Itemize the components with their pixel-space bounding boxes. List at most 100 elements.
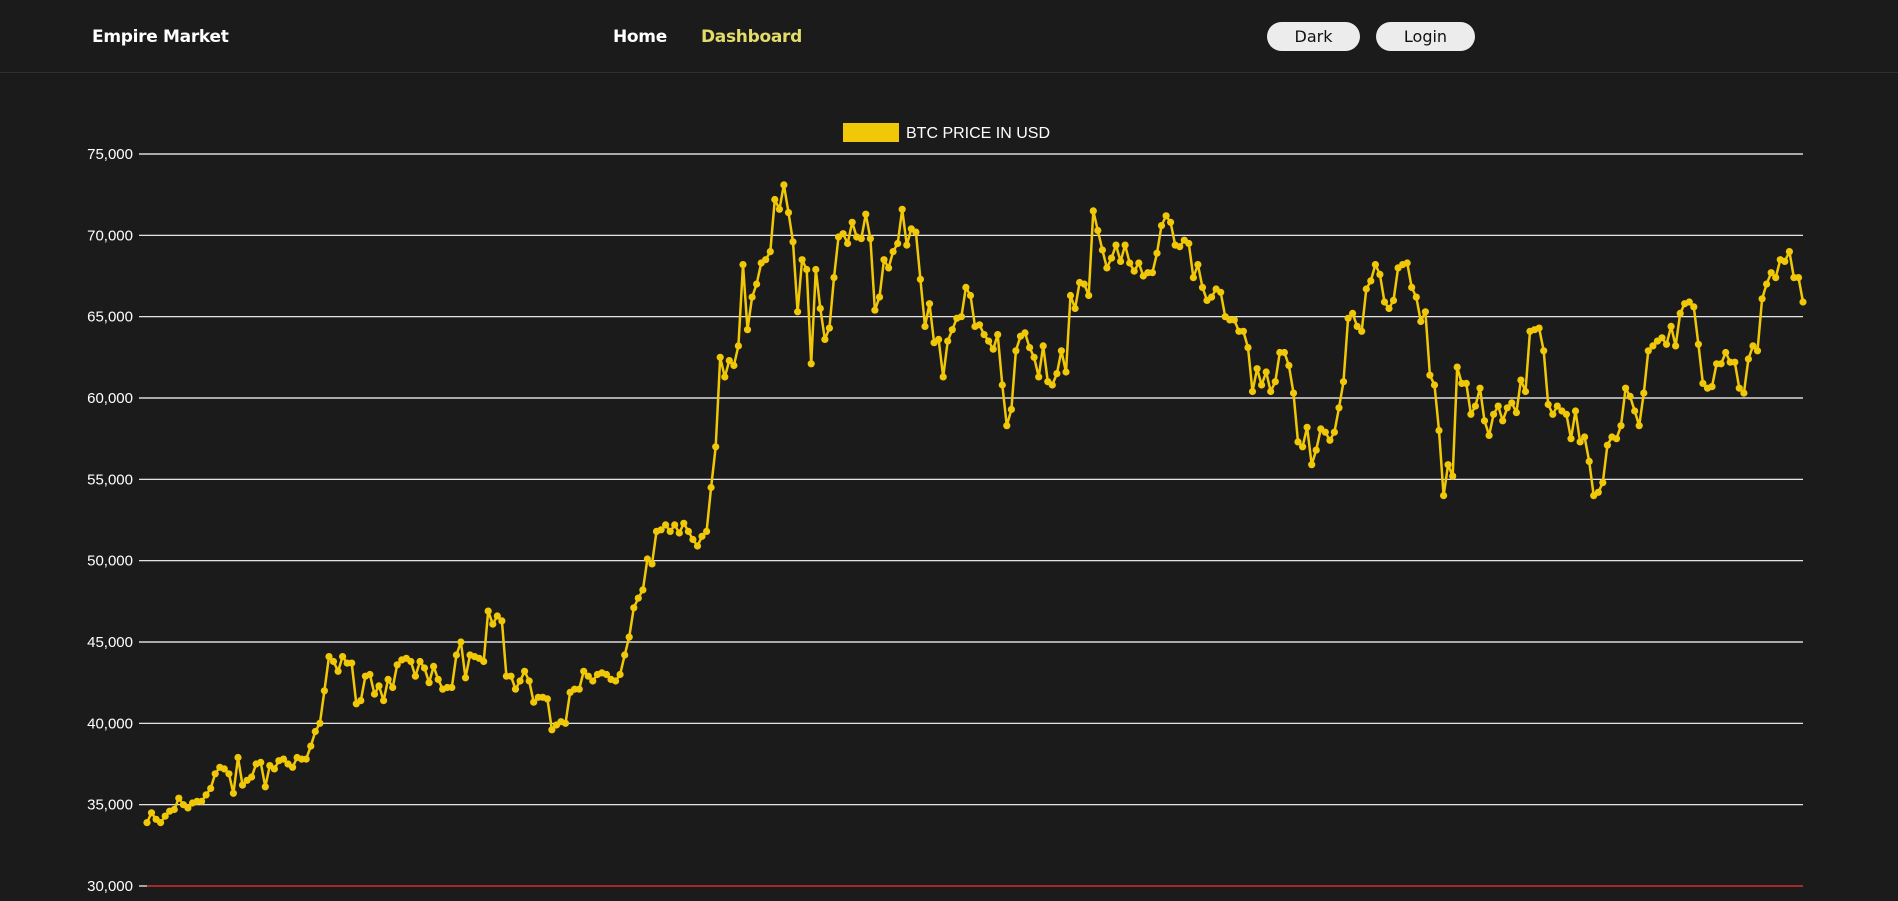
data-point[interactable] [844,239,852,248]
data-point[interactable] [916,275,925,283]
data-point[interactable] [425,679,433,687]
data-point[interactable] [484,607,492,615]
data-point[interactable] [1685,298,1693,306]
data-point[interactable] [1330,428,1338,436]
data-point[interactable] [1362,285,1370,293]
data-point[interactable] [175,794,183,802]
data-point[interactable] [543,695,552,703]
data-point[interactable] [1722,348,1730,357]
data-point[interactable] [1098,246,1106,254]
data-point[interactable] [1444,461,1452,469]
data-point[interactable] [1335,404,1343,412]
data-point[interactable] [1039,342,1047,350]
login-button[interactable]: Login [1376,22,1475,51]
data-point[interactable] [1130,267,1138,275]
data-point[interactable] [1217,288,1225,296]
data-point[interactable] [825,324,834,332]
data-point[interactable] [734,342,743,350]
data-point[interactable] [939,373,947,381]
data-point[interactable] [207,784,215,793]
data-point[interactable] [320,687,328,695]
data-point[interactable] [780,181,788,189]
data-point[interactable] [1521,387,1530,396]
data-point[interactable] [1731,358,1739,366]
data-point[interactable] [1408,283,1416,291]
data-point[interactable] [1117,257,1125,265]
data-point[interactable] [229,789,237,797]
data-point[interactable] [498,617,506,625]
data-point[interactable] [1617,422,1625,430]
data-point[interactable] [1403,259,1411,267]
data-point[interactable] [634,594,642,602]
data-point[interactable] [375,682,383,690]
data-point[interactable] [1421,308,1429,316]
data-point[interactable] [957,313,966,321]
data-point[interactable] [1467,410,1475,418]
data-point[interactable] [1440,492,1448,500]
data-point[interactable] [1057,347,1065,355]
brand-logo-text[interactable]: Empire Market [92,27,229,47]
data-point[interactable] [1426,371,1434,379]
data-point[interactable] [671,521,679,529]
data-point[interactable] [894,239,902,248]
data-point[interactable] [1244,344,1252,352]
nav-dashboard-link[interactable]: Dashboard [701,27,802,47]
data-point[interactable] [311,727,319,736]
data-point[interactable] [994,331,1002,339]
data-point[interactable] [220,765,228,773]
data-point[interactable] [1412,293,1420,301]
data-point[interactable] [721,373,729,381]
data-point[interactable] [1308,461,1316,469]
data-point[interactable] [698,532,706,540]
data-point[interactable] [1153,249,1161,257]
data-point[interactable] [775,205,784,213]
data-point[interactable] [1490,410,1498,418]
data-point[interactable] [1339,378,1348,386]
data-point[interactable] [416,657,424,666]
data-point[interactable] [794,308,802,316]
data-point[interactable] [921,322,929,330]
data-point[interactable] [1499,417,1507,425]
data-point[interactable] [1157,222,1166,230]
data-point[interactable] [457,638,465,646]
data-point[interactable] [511,685,520,693]
data-point[interactable] [1062,368,1070,376]
data-point[interactable] [1358,327,1366,335]
data-point[interactable] [270,765,278,773]
data-point[interactable] [1603,441,1611,449]
data-point[interactable] [1385,304,1393,313]
data-point[interactable] [1012,347,1020,355]
data-point[interactable] [507,672,515,680]
data-point[interactable] [703,527,711,535]
data-point[interactable] [584,672,592,680]
data-point[interactable] [198,797,206,806]
data-point[interactable] [975,321,984,329]
data-point[interactable] [307,742,315,750]
data-point[interactable] [1503,404,1511,412]
data-point[interactable] [316,719,324,727]
data-point[interactable] [1007,405,1016,413]
data-point[interactable] [612,677,620,685]
data-point[interactable] [1208,293,1216,301]
data-point[interactable] [1717,360,1725,368]
data-point[interactable] [366,670,374,679]
data-point[interactable] [580,667,588,675]
data-point[interactable] [357,697,365,705]
data-point[interactable] [1735,384,1743,392]
data-point[interactable] [639,586,647,594]
data-point[interactable] [1799,298,1807,306]
data-point[interactable] [1162,212,1170,220]
data-point[interactable] [712,443,720,451]
data-point[interactable] [202,791,210,799]
data-point[interactable] [1576,438,1584,446]
data-point[interactable] [1549,410,1557,418]
data-point[interactable] [880,256,888,264]
data-point[interactable] [812,265,820,274]
data-point[interactable] [1599,479,1607,487]
data-point[interactable] [1708,383,1716,391]
data-point[interactable] [1508,399,1516,407]
data-point[interactable] [830,274,838,282]
data-point[interactable] [1367,277,1375,285]
data-point[interactable] [261,783,269,791]
data-point[interactable] [1540,347,1548,355]
